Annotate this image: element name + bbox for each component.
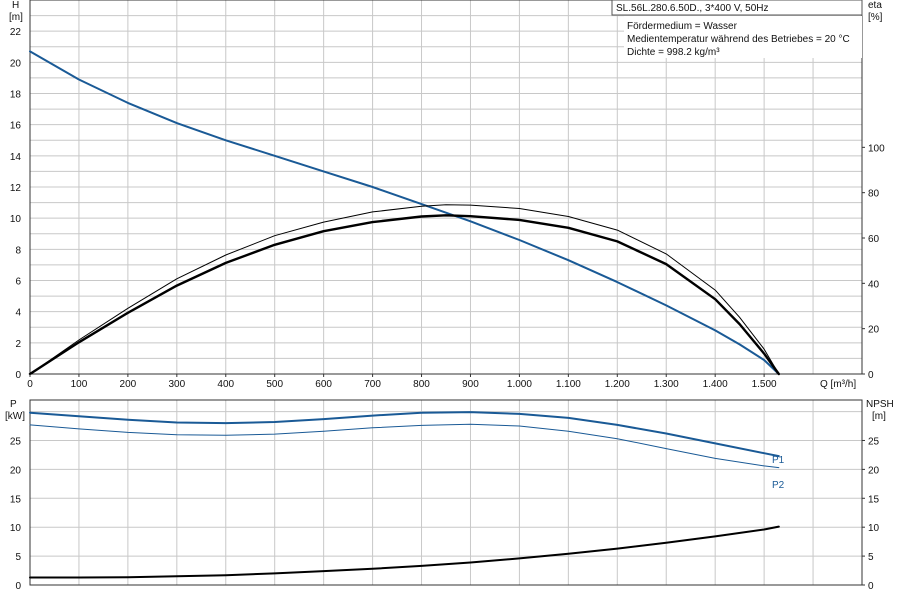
p-axis-label: P [10, 399, 17, 410]
bottom-chart-grid [29, 400, 863, 586]
eta-tick-label: 60 [868, 234, 880, 245]
top-chart-tick-labels: 0 100 200 300 400 500 600 700 800 900 1.000 1.100 1.… [10, 27, 885, 390]
x-tick-label: 500 [266, 379, 283, 390]
p-axis-unit: [kW] [5, 411, 25, 422]
npsh-tick-label: 20 [868, 465, 880, 476]
x-tick-label: 700 [364, 379, 381, 390]
npsh-axis-unit: [m] [872, 411, 886, 422]
h-tick-label: 22 [10, 27, 22, 38]
x-tick-label: 600 [315, 379, 332, 390]
x-tick-label: 1.200 [605, 379, 630, 390]
bottom-chart-frame [29, 399, 863, 586]
top-chart-grid [29, 0, 863, 375]
series-label-p1: P1 [772, 455, 785, 466]
info-box [624, 16, 862, 58]
p-tick-label: 25 [10, 436, 22, 447]
h-tick-label: 16 [10, 121, 22, 132]
npsh-tick-label: 25 [868, 436, 880, 447]
h-tick-label: 18 [10, 90, 22, 101]
title-box [611, 0, 863, 16]
x-tick-label: 1.100 [556, 379, 581, 390]
x-tick-label: 1.400 [703, 379, 728, 390]
bottom-series-1 [29, 423, 780, 469]
h-tick-label: 20 [10, 58, 22, 69]
bottom-series-0 [29, 411, 780, 458]
info-line-temperature: Medientemperatur während des Betriebes =… [627, 34, 850, 45]
eta-tick-label: 80 [868, 189, 880, 200]
npsh-tick-label: 5 [868, 552, 874, 563]
x-tick-label: 400 [217, 379, 234, 390]
eta-tick-label: 100 [868, 143, 885, 154]
npsh-axis-label: NPSH [866, 399, 894, 410]
x-tick-label: 100 [71, 379, 88, 390]
npsh-tick-label: 0 [868, 581, 874, 592]
x-tick-label: 0 [27, 379, 33, 390]
x-tick-label: 1.000 [507, 379, 532, 390]
eta-tick-label: 0 [868, 370, 874, 381]
h-axis-unit: [m] [9, 12, 23, 23]
bottom-plot-border [29, 399, 863, 586]
x-tick-label: 1.500 [752, 379, 777, 390]
p-tick-label: 0 [15, 581, 21, 592]
info-line-density: Dichte = 998.2 kg/m³ [627, 47, 720, 58]
p-tick-label: 20 [10, 465, 22, 476]
x-tick-label: 300 [168, 379, 185, 390]
eta-axis-unit: [%] [868, 12, 883, 23]
eta-tick-label: 20 [868, 325, 880, 336]
npsh-tick-label: 10 [868, 523, 880, 534]
x-tick-label: 200 [120, 379, 137, 390]
top-series-0 [29, 50, 780, 375]
x-tick-label: 900 [462, 379, 479, 390]
p-tick-label: 15 [10, 494, 22, 505]
bottom-chart-tick-labels: 0 5 10 15 20 25 0 5 10 15 20 25 [10, 436, 880, 592]
p-tick-label: 10 [10, 523, 22, 534]
npsh-tick-label: 15 [868, 494, 880, 505]
eta-axis-label: eta [868, 0, 882, 11]
h-tick-label: 4 [15, 308, 21, 319]
h-tick-label: 2 [15, 339, 21, 350]
h-tick-label: 14 [10, 152, 22, 163]
q-axis-label: Q [m³/h] [820, 379, 856, 390]
info-line-medium: Fördermedium = Wasser [627, 21, 738, 32]
chart-title: SL.56L.280.6.50D., 3*400 V, 50Hz [616, 3, 769, 14]
p-tick-label: 5 [15, 552, 21, 563]
bottom-chart-series [29, 411, 780, 579]
top-chart-series [28, 50, 780, 376]
eta-tick-label: 40 [868, 279, 880, 290]
x-tick-label: 1.300 [654, 379, 679, 390]
bottom-series-2 [29, 525, 780, 579]
h-tick-label: 8 [15, 245, 21, 256]
h-tick-label: 10 [10, 214, 22, 225]
top-plot-border [29, 0, 863, 375]
top-chart-frame [29, 0, 863, 375]
top-series-1 [28, 214, 780, 376]
h-tick-label: 6 [15, 277, 21, 288]
h-tick-label: 12 [10, 183, 22, 194]
h-tick-label: 0 [15, 370, 21, 381]
top-series-2 [29, 204, 780, 375]
h-axis-label: H [12, 0, 19, 11]
series-label-p2: P2 [772, 480, 785, 491]
x-tick-label: 800 [413, 379, 430, 390]
